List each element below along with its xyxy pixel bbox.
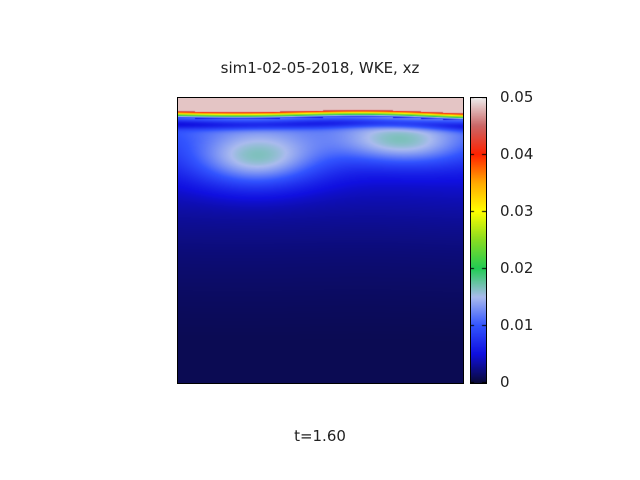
colorbar-tick-label: 0.03 [500, 202, 534, 220]
colorbar-tick-label: 0.01 [500, 316, 534, 334]
time-label: t=1.60 [294, 427, 346, 445]
colorbar-tick-label: 0.04 [500, 145, 534, 163]
colorbar-tick-label: 0.02 [500, 259, 534, 277]
colorbar [470, 97, 486, 383]
colorbar-tick-label: 0 [500, 373, 510, 391]
chart-title: sim1-02-05-2018, WKE, xz [220, 59, 420, 77]
heatmap-plot [177, 97, 463, 383]
colorbar-tick-label: 0.05 [500, 88, 534, 106]
